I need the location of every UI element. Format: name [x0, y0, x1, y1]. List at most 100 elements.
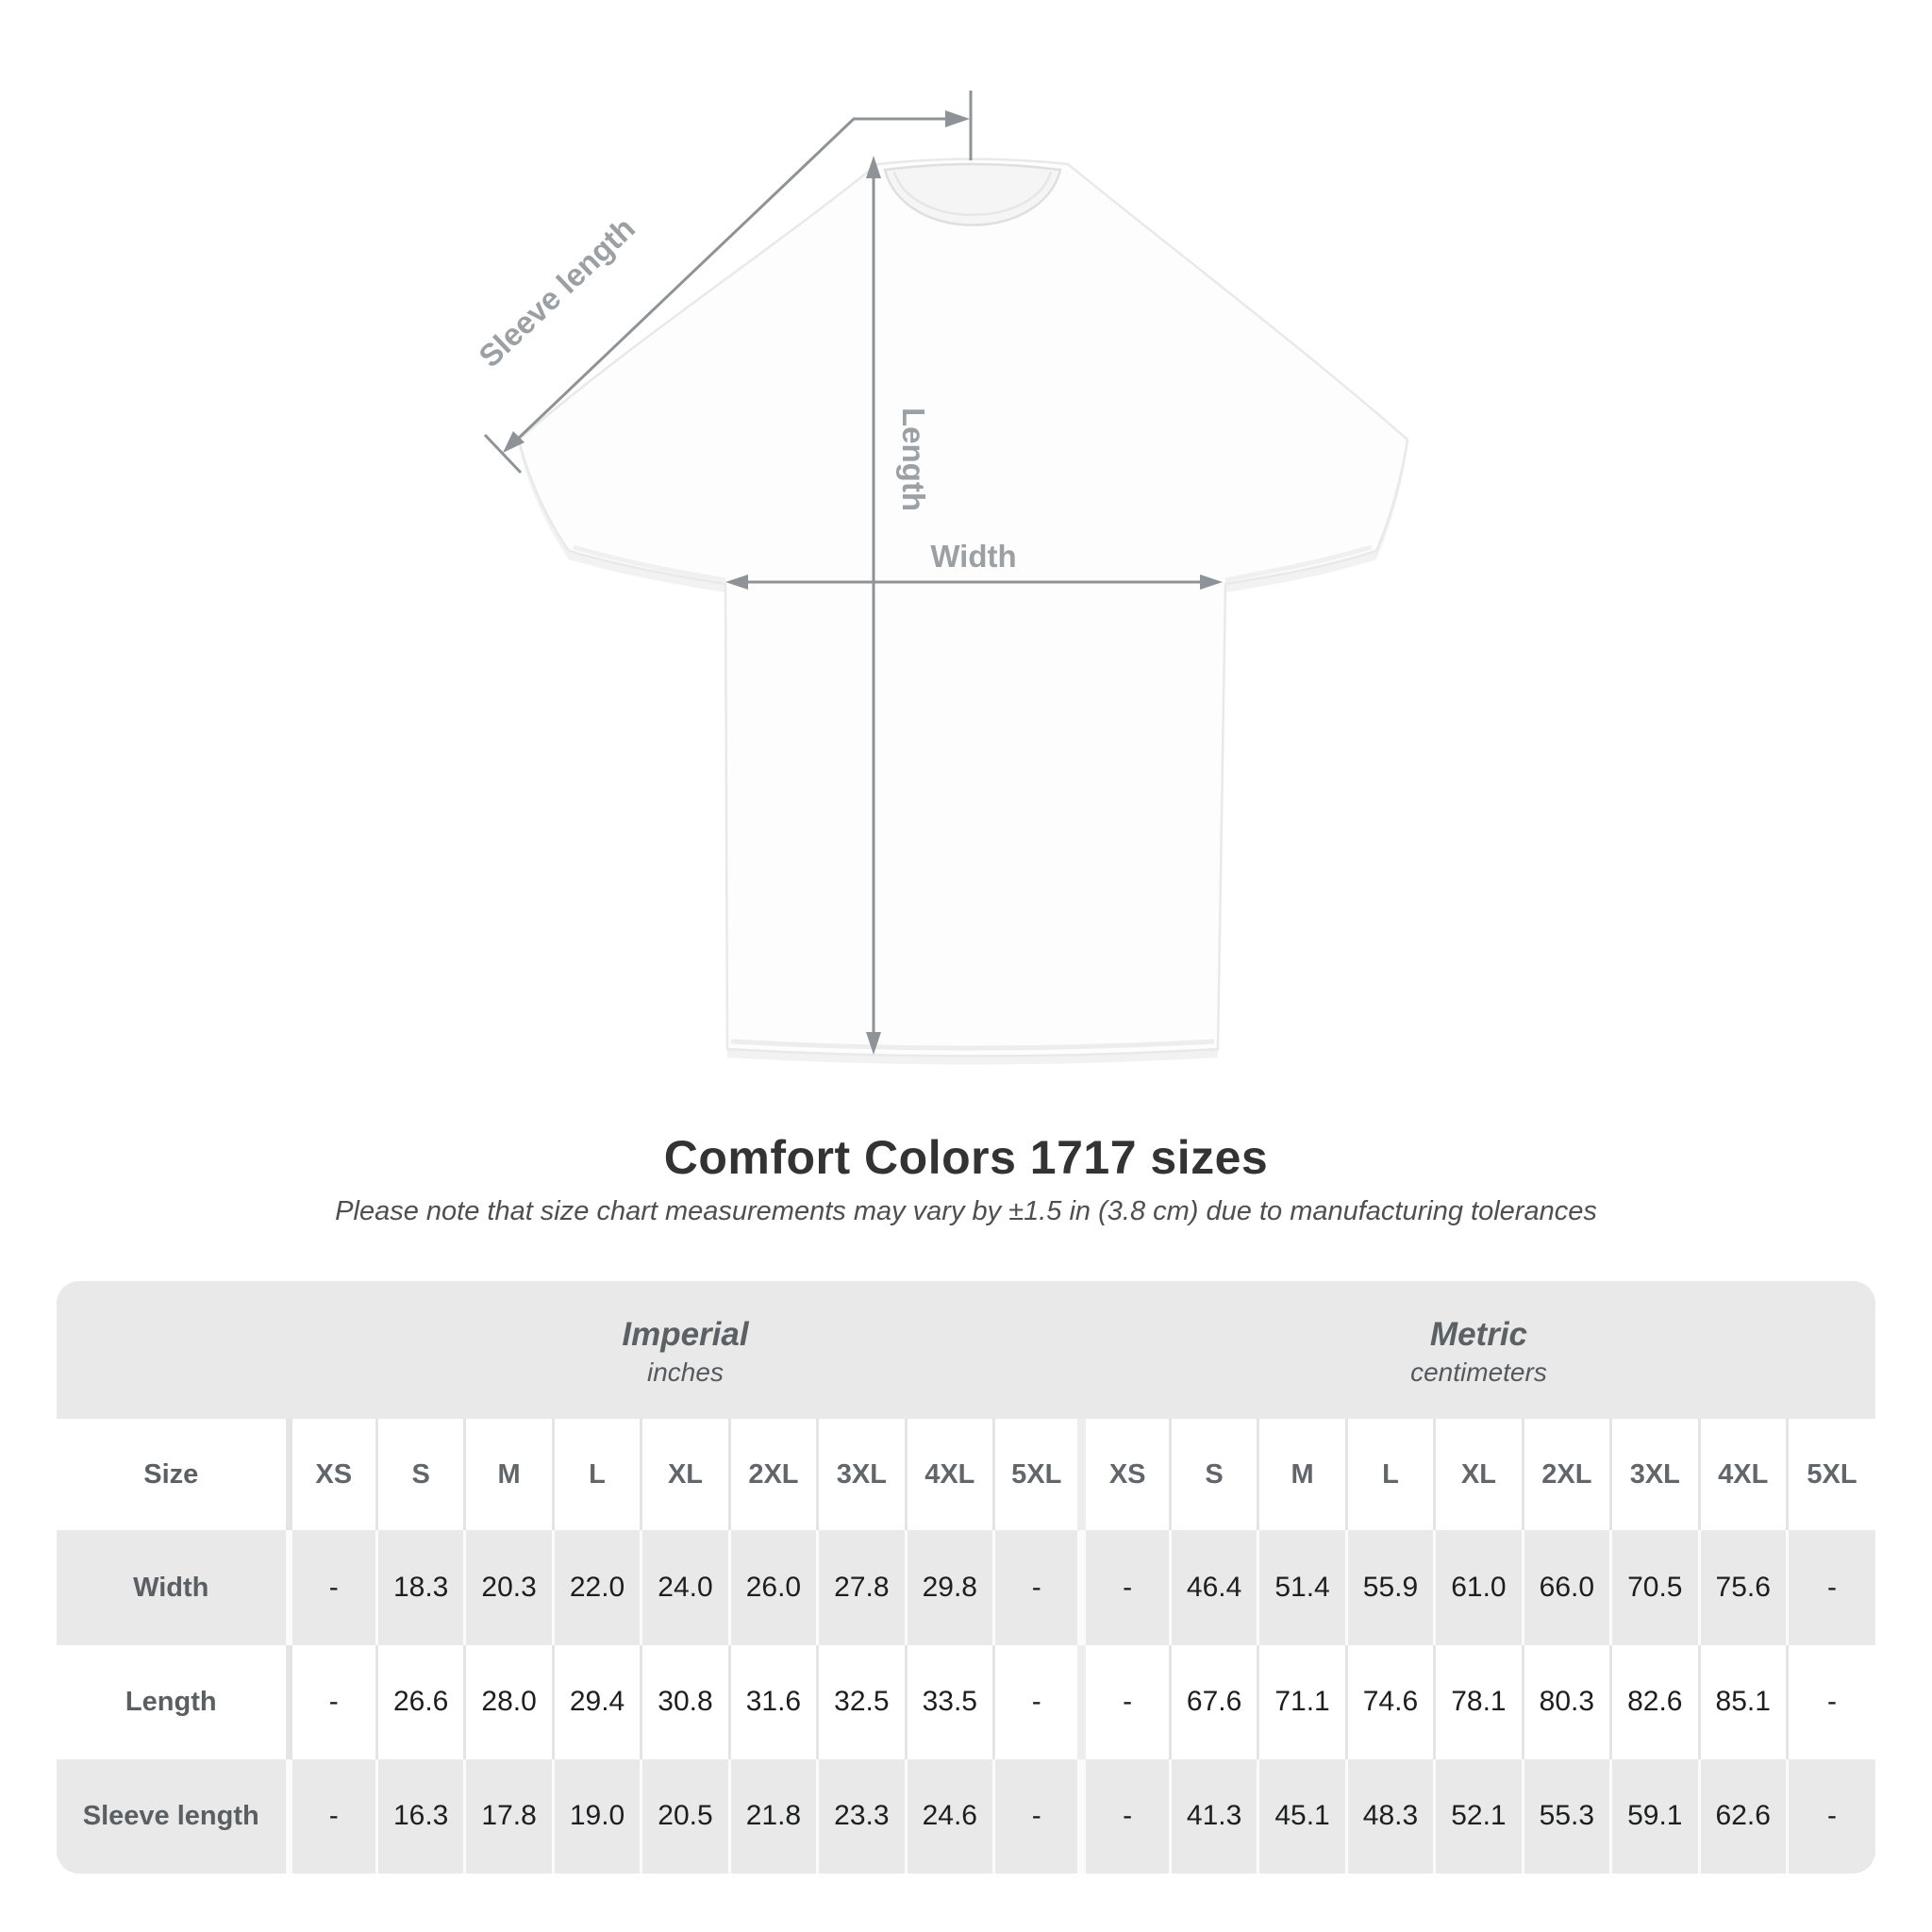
- value-cell: 17.8: [463, 1758, 554, 1874]
- size-header-metric-2xl: 2XL: [1521, 1419, 1611, 1531]
- size-header-imperial-xl: XL: [640, 1419, 730, 1531]
- value-cell: 52.1: [1433, 1758, 1524, 1874]
- value-cell: -: [1077, 1644, 1171, 1759]
- value-cell: 19.0: [551, 1758, 641, 1874]
- value-cell: 78.1: [1433, 1644, 1524, 1759]
- value-cell: 70.5: [1609, 1530, 1699, 1645]
- left-sleeve-seam: [573, 544, 726, 583]
- value-cell: -: [1785, 1758, 1875, 1874]
- value-cell: 41.3: [1168, 1758, 1258, 1874]
- value-cell: -: [285, 1530, 377, 1645]
- value-cell: 30.8: [640, 1644, 730, 1759]
- size-header-imperial-4xl: 4XL: [904, 1419, 994, 1531]
- arrowhead-sleeve: [503, 431, 525, 453]
- size-header-metric-4xl: 4XL: [1697, 1419, 1788, 1531]
- sleeve-end-tick: [483, 433, 523, 475]
- value-cell: 23.3: [816, 1758, 907, 1874]
- size-header-imperial-xs: XS: [285, 1419, 377, 1531]
- tshirt-collar: [883, 162, 1062, 226]
- metric-group-header: Metric centimeters: [1081, 1281, 1875, 1420]
- value-cell: 61.0: [1433, 1530, 1524, 1645]
- size-header-imperial-3xl: 3XL: [816, 1419, 907, 1531]
- value-cell: 24.0: [640, 1530, 730, 1645]
- value-cell: 31.6: [727, 1644, 818, 1759]
- tshirt-outline: [517, 158, 1409, 1058]
- tshirt-measurement-diagram: Sleeve length Length Width: [472, 91, 1409, 1065]
- size-header-imperial-5xl: 5XL: [991, 1419, 1082, 1531]
- value-cell: 22.0: [551, 1530, 641, 1645]
- size-table: Imperial inches Metric centimeters Size …: [57, 1281, 1875, 1874]
- value-cell: -: [1785, 1644, 1875, 1759]
- value-cell: -: [991, 1644, 1082, 1759]
- value-cell: 55.3: [1521, 1758, 1611, 1874]
- value-cell: 20.5: [640, 1758, 730, 1874]
- value-cell: 32.5: [816, 1644, 907, 1759]
- arrowhead-right: [945, 110, 970, 127]
- measurement-lines: [483, 91, 1212, 1043]
- measurement-arrowheads: [503, 110, 1223, 1055]
- value-cell: -: [1785, 1530, 1875, 1645]
- value-cell: 85.1: [1697, 1644, 1788, 1759]
- value-cell: 75.6: [1697, 1530, 1788, 1645]
- arrowhead-left: [725, 575, 748, 590]
- imperial-group-header: Imperial inches: [289, 1281, 1082, 1420]
- value-cell: 46.4: [1168, 1530, 1258, 1645]
- value-cell: 62.6: [1697, 1758, 1788, 1874]
- measurement-row-width: Width -18.3 20.3 22.0 24.0 26.0 27.8 29.8- -46.4…: [57, 1530, 1875, 1645]
- unit-band-row: Imperial inches Metric centimeters: [57, 1281, 1875, 1420]
- size-table-container: Imperial inches Metric centimeters Size …: [57, 1281, 1875, 1874]
- value-cell: 59.1: [1609, 1758, 1699, 1874]
- row-label: Sleeve length: [82, 1800, 259, 1831]
- size-header-imperial-l: L: [551, 1419, 641, 1531]
- value-cell: 26.6: [375, 1644, 465, 1759]
- value-cell: -: [1077, 1530, 1171, 1645]
- value-cell: 28.0: [463, 1644, 554, 1759]
- width-label: Width: [930, 539, 1016, 574]
- measurement-row-sleeve-length: Sleeve length - 16.3 17.8 19.0 20.5 21.8 23.3 24…: [57, 1758, 1875, 1874]
- value-cell: 82.6: [1609, 1644, 1699, 1759]
- arrowhead-up: [866, 156, 881, 178]
- value-cell: 29.8: [904, 1530, 994, 1645]
- value-cell: -: [991, 1758, 1082, 1874]
- size-header-metric-xs: XS: [1077, 1419, 1171, 1531]
- imperial-label: Imperial: [622, 1316, 749, 1354]
- arrowhead-right2: [1200, 575, 1223, 590]
- value-cell: 16.3: [375, 1758, 465, 1874]
- tolerance-note: Please note that size chart measurements…: [335, 1196, 1597, 1226]
- value-cell: 20.3: [463, 1530, 554, 1645]
- imperial-unit: inches: [647, 1357, 724, 1387]
- metric-unit: centimeters: [1410, 1357, 1547, 1387]
- size-header-metric-xl: XL: [1433, 1419, 1524, 1531]
- size-header-row: Size XS S M L XL 2XL 3XL 4XL 5XL XS S M L XL 2XL 3XL 4XL…: [57, 1419, 1875, 1531]
- size-header-metric-3xl: 3XL: [1609, 1419, 1699, 1531]
- length-label: Length: [896, 408, 931, 511]
- size-header-metric-l: L: [1344, 1419, 1435, 1531]
- metric-label: Metric: [1429, 1316, 1528, 1354]
- value-cell: 18.3: [375, 1530, 465, 1645]
- value-cell: 21.8: [727, 1758, 818, 1874]
- value-cell: -: [991, 1530, 1082, 1645]
- value-cell: 74.6: [1344, 1644, 1435, 1759]
- arrowhead-down: [866, 1032, 881, 1055]
- tshirt-hem-crease: [730, 1039, 1215, 1051]
- value-cell: 27.8: [816, 1530, 907, 1645]
- value-cell: 71.1: [1257, 1644, 1347, 1759]
- value-cell: 51.4: [1257, 1530, 1347, 1645]
- value-cell: 55.9: [1344, 1530, 1435, 1645]
- value-cell: 48.3: [1344, 1758, 1435, 1874]
- size-header-metric-m: M: [1257, 1419, 1347, 1531]
- value-cell: 24.6: [904, 1758, 994, 1874]
- tshirt-collar-ribbing: [892, 171, 1053, 216]
- value-cell: 33.5: [904, 1644, 994, 1759]
- size-column-header: Size: [143, 1458, 199, 1490]
- value-cell: 66.0: [1521, 1530, 1611, 1645]
- sleeve-length-line: [515, 117, 948, 441]
- page-title: Comfort Colors 1717 sizes: [663, 1131, 1269, 1184]
- value-cell: 26.0: [727, 1530, 818, 1645]
- value-cell: -: [285, 1644, 377, 1759]
- right-sleeve-seam: [1224, 544, 1373, 583]
- size-header-imperial-s: S: [375, 1419, 465, 1531]
- value-cell: 45.1: [1257, 1758, 1347, 1874]
- row-label: Length: [125, 1686, 217, 1717]
